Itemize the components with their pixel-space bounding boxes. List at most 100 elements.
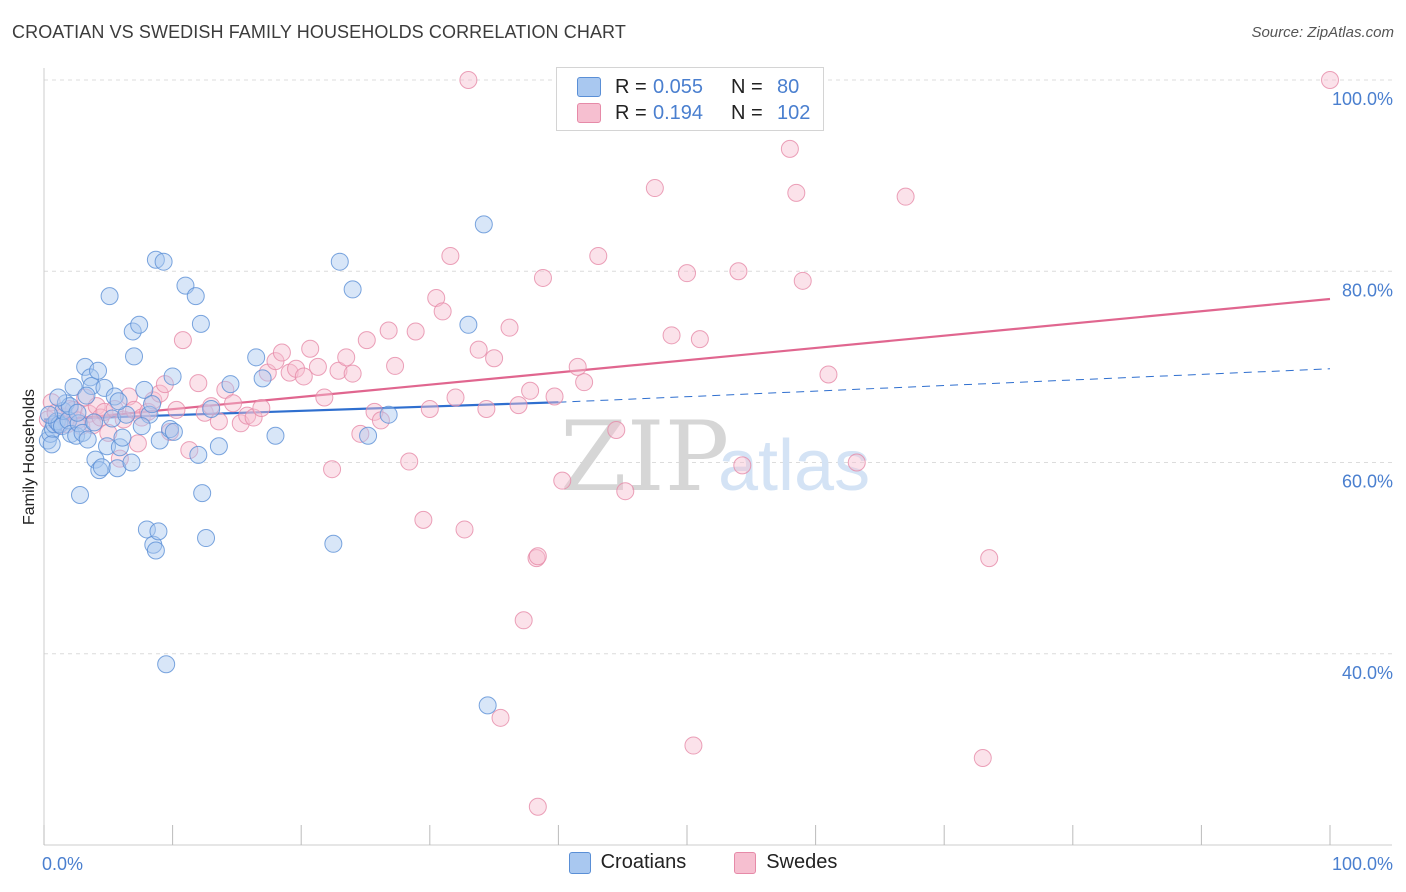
croatians-point xyxy=(266,426,285,445)
chart-title: CROATIAN VS SWEDISH FAMILY HOUSEHOLDS CO… xyxy=(12,22,626,42)
croatians-point xyxy=(164,422,183,441)
swedes-point xyxy=(433,302,452,321)
axes xyxy=(43,68,1392,846)
swedes-point xyxy=(167,400,186,419)
swedes-point xyxy=(441,246,460,265)
croatians-point xyxy=(478,696,497,715)
croatians-point xyxy=(92,458,111,477)
croatians-point xyxy=(143,395,162,414)
swedes-point xyxy=(414,510,433,529)
croatians-point xyxy=(135,380,154,399)
croatians-point xyxy=(98,437,117,456)
y-tick-label: 100.0% xyxy=(1332,89,1393,109)
swedes-point xyxy=(787,183,806,202)
n-value: 102 xyxy=(777,101,811,124)
croatians-point xyxy=(221,375,240,394)
swedes-point xyxy=(173,331,192,350)
swedes-point xyxy=(469,340,488,359)
croatians-point xyxy=(146,541,165,560)
swedes-point xyxy=(180,441,199,460)
croatians-point xyxy=(78,430,97,449)
croatians-point xyxy=(191,314,210,333)
axis-labels: 40.0% 60.0% 80.0% 100.0% 0.0% 100.0% Family Ho… xyxy=(21,89,1393,874)
croatians-point xyxy=(113,428,132,447)
swedes-point xyxy=(793,271,812,290)
swedes-point xyxy=(847,453,866,472)
croatians-point xyxy=(109,392,128,411)
croatians-point xyxy=(117,405,136,424)
series-legend: Croatians Swedes xyxy=(0,851,1406,874)
n-label: N = xyxy=(731,101,763,124)
watermark-atlas: atlas xyxy=(718,426,870,506)
swedes-point xyxy=(729,262,748,281)
swedes-point xyxy=(216,380,235,399)
swedes-point xyxy=(323,460,342,479)
swedes-point xyxy=(150,384,169,403)
watermark-zip: ZIP xyxy=(560,401,729,513)
croatians-point xyxy=(197,529,216,548)
croatians-point xyxy=(42,435,61,454)
y-tick-label: 60.0% xyxy=(1342,472,1393,492)
croatians-point xyxy=(77,386,96,405)
croatians-point xyxy=(89,361,108,380)
croatians-point xyxy=(247,348,266,367)
grid-lines xyxy=(44,79,1392,655)
croatians-trend-line xyxy=(43,401,559,421)
legend-item-swedes[interactable]: Swedes xyxy=(734,851,837,874)
swedes-point xyxy=(272,343,291,362)
croatians-point xyxy=(123,322,142,341)
swedes-point xyxy=(553,471,572,490)
swedes-point xyxy=(446,388,465,407)
swedes-point xyxy=(83,416,102,435)
legend-label-croatians: Croatians xyxy=(600,851,687,873)
swedes-point xyxy=(607,420,626,439)
swedes-point xyxy=(119,387,138,406)
r-value: 0.055 xyxy=(653,75,704,98)
croatians-point xyxy=(209,437,228,456)
swedes-point xyxy=(589,246,608,265)
croatians-point xyxy=(68,403,87,422)
swedes-point xyxy=(406,322,425,341)
legend-row-swedes: R = 0.194 N = 102 xyxy=(577,101,810,125)
swedes-point xyxy=(678,264,696,283)
legend-item-croatians[interactable]: Croatians xyxy=(568,851,687,874)
swedes-point xyxy=(780,139,799,158)
swedes-point xyxy=(485,349,504,368)
swedes-point xyxy=(337,348,356,367)
croatians-point xyxy=(40,405,59,424)
croatians-point xyxy=(193,484,212,503)
n-value: 80 xyxy=(777,75,800,98)
swedes-point xyxy=(819,365,838,384)
swedes-point xyxy=(128,434,147,453)
y-axis-title: Family Households xyxy=(21,389,38,525)
croatians-point xyxy=(85,413,104,432)
swedes-point xyxy=(315,388,334,407)
swedes-point xyxy=(244,408,263,427)
swedes-point xyxy=(329,361,348,380)
swedes-point xyxy=(690,330,709,349)
swedes-point xyxy=(973,748,992,767)
swedes-point xyxy=(224,394,243,413)
swedes-point xyxy=(155,375,174,394)
swedes-point xyxy=(684,736,703,755)
x-tick-label: 0.0% xyxy=(42,854,83,874)
croatians-point xyxy=(86,450,105,469)
croatians-point xyxy=(132,417,151,436)
croatians-trend-extension xyxy=(558,368,1331,403)
swedes-legend-swatch xyxy=(734,851,757,874)
swedes-point xyxy=(252,398,271,417)
swedes-point xyxy=(343,364,362,383)
croatians-point xyxy=(125,347,144,366)
swedes-point xyxy=(533,268,552,287)
croatians-point xyxy=(71,486,90,505)
croatians-point xyxy=(45,415,64,434)
croatians-point xyxy=(253,369,272,388)
swedes-point xyxy=(459,71,478,89)
swedes-point xyxy=(575,373,594,392)
croatians-point xyxy=(343,280,362,299)
swedes-point xyxy=(420,399,439,418)
swedes-point xyxy=(491,708,510,727)
croatians-point xyxy=(186,287,205,306)
croatians-point xyxy=(103,409,122,428)
